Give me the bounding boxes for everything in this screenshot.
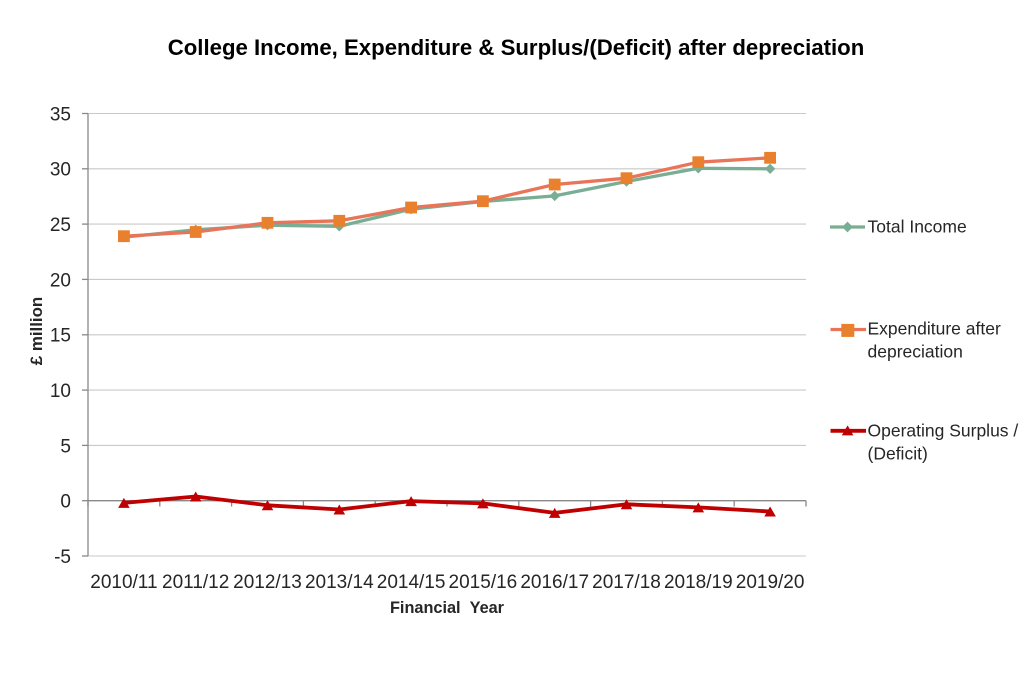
svg-text:Total Income: Total Income <box>868 217 967 237</box>
svg-text:-5: -5 <box>54 547 71 568</box>
svg-text:35: 35 <box>50 104 71 125</box>
svg-text:Expenditure after: Expenditure after <box>868 319 1001 339</box>
svg-text:2018/19: 2018/19 <box>664 572 733 593</box>
svg-text:Financial Year: Financial Year <box>390 599 505 617</box>
svg-text:£ million: £ million <box>27 297 46 366</box>
svg-text:15: 15 <box>50 326 71 347</box>
svg-text:0: 0 <box>60 492 71 513</box>
svg-text:2010/11: 2010/11 <box>90 572 157 593</box>
svg-text:College Income, Expenditure &: College Income, Expenditure & Surplus/(D… <box>168 35 865 60</box>
svg-text:2013/14: 2013/14 <box>305 572 374 593</box>
svg-text:depreciation: depreciation <box>868 342 963 362</box>
svg-text:Operating Surplus /: Operating Surplus / <box>868 420 1019 440</box>
svg-text:(Deficit): (Deficit) <box>868 444 928 464</box>
svg-text:10: 10 <box>50 381 71 402</box>
svg-text:2011/12: 2011/12 <box>162 572 229 593</box>
svg-text:30: 30 <box>50 160 71 181</box>
svg-text:2016/17: 2016/17 <box>520 572 589 593</box>
svg-text:25: 25 <box>50 215 71 236</box>
svg-text:2019/20: 2019/20 <box>736 572 805 593</box>
svg-text:20: 20 <box>50 270 71 291</box>
svg-text:2012/13: 2012/13 <box>233 572 302 593</box>
svg-text:2017/18: 2017/18 <box>592 572 661 593</box>
svg-text:2014/15: 2014/15 <box>377 572 446 593</box>
svg-text:5: 5 <box>60 436 71 457</box>
svg-text:2015/16: 2015/16 <box>449 572 518 593</box>
